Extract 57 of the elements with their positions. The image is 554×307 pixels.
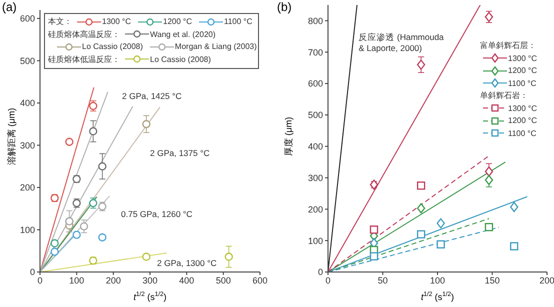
annotation: 2 GPa, 1300 °C xyxy=(157,258,217,269)
x-tick-label: 150 xyxy=(484,275,500,286)
y-tick-label: 600 xyxy=(308,78,323,89)
y-tick-label: 0 xyxy=(318,267,323,278)
legend-label: Wang et al. (2020) xyxy=(150,30,216,38)
legend-label: 1200 °C xyxy=(163,17,192,26)
annotation: 2 GPa, 1425 °C xyxy=(122,91,182,102)
y-tick-label: 400 xyxy=(308,142,323,152)
annotation: 2 GPa, 1375 °C xyxy=(150,148,210,159)
y-tick-label: 600 xyxy=(20,14,35,24)
x-tick-label: 100 xyxy=(430,275,446,286)
y-tick-label: 300 xyxy=(20,140,35,150)
legend-label: Lo Cassio (2008) xyxy=(82,42,143,51)
x-tick-label: 600 xyxy=(252,275,268,286)
y-tick-label: 500 xyxy=(308,110,323,120)
legend-label: Morgan & Liang (2003) xyxy=(174,42,257,51)
y-tick-label: 100 xyxy=(20,224,35,235)
y-tick-label: 500 xyxy=(20,56,35,66)
x-axis-title: t$^{1/2}$ (s$^{1/2}$) xyxy=(420,291,454,302)
y-tick-label: 300 xyxy=(308,172,323,183)
chart-title: (a) xyxy=(2,0,17,14)
legend-label: 1200 °C xyxy=(508,116,537,125)
y-tick-label: 100 xyxy=(308,236,323,246)
annotation: 单斜辉石岩： xyxy=(480,91,528,100)
x-tick-label: 400 xyxy=(179,275,194,286)
legend-label: 1100 °C xyxy=(508,78,536,88)
annotation: 富单斜辉石层： xyxy=(480,41,536,50)
x-tick-label: 500 xyxy=(216,275,231,286)
y-tick-label: 800 xyxy=(308,16,323,26)
x-tick-label: 0 xyxy=(37,275,43,286)
y-tick-label: 0 xyxy=(30,267,35,278)
legend-label: 1300 °C xyxy=(508,54,537,62)
annotation: 反应渗透 (Hammouda & Laporte, 2000) xyxy=(358,32,445,54)
x-tick-label: 200 xyxy=(106,275,121,286)
legend-label: 1200 °C xyxy=(508,66,537,75)
legend-label: Lo Cassio (2008) xyxy=(150,54,211,64)
y-tick-label: 400 xyxy=(20,98,35,108)
x-tick-label: 300 xyxy=(142,275,158,286)
y-tick-label: 700 xyxy=(308,47,323,58)
annotation: 硅质熔体高温反应： xyxy=(48,30,120,38)
y-tick-label: 200 xyxy=(308,204,323,214)
x-tick-label: 50 xyxy=(378,275,388,286)
legend-label: 1100 °C xyxy=(224,17,252,26)
y-axis-title: 溶解距离 (μm) xyxy=(6,107,18,165)
x-axis-title: t$^{1/2}$ (s$^{1/2}$) xyxy=(133,291,167,302)
annotation: 0.75 GPa, 1260 °C xyxy=(121,209,192,220)
y-axis-title: 厚度 (μm) xyxy=(282,116,294,156)
annotation: 本文： xyxy=(48,17,72,26)
legend-label: 1100 °C xyxy=(508,128,536,138)
legend-label: 1300 °C xyxy=(508,104,537,112)
annotation: 硅质熔体低温反应： xyxy=(48,54,120,64)
x-tick-label: 200 xyxy=(539,275,554,286)
chart-title: (b) xyxy=(277,0,292,14)
x-tick-label: 100 xyxy=(69,275,84,286)
legend-label: 1300 °C xyxy=(102,17,131,26)
y-tick-label: 200 xyxy=(20,182,35,193)
x-tick-label: 0 xyxy=(325,275,331,286)
